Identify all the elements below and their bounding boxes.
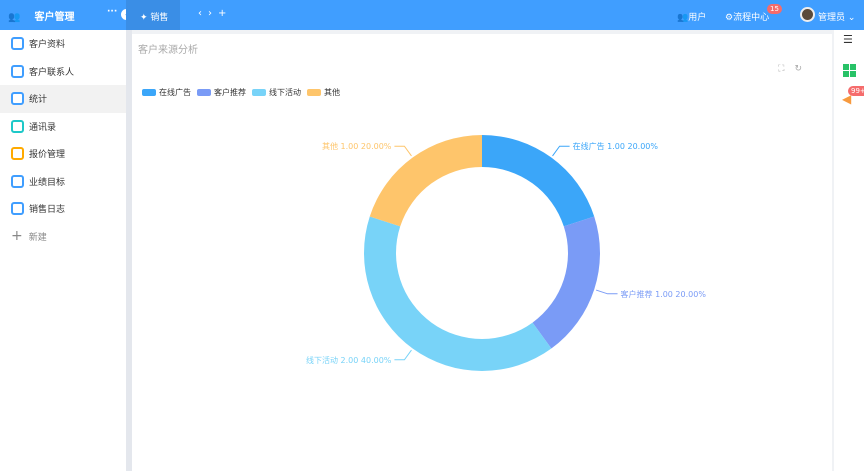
slice-label: 其他 1.00 20.00%: [322, 141, 392, 151]
sidebar-item-icon: [11, 37, 24, 51]
workflow-link[interactable]: ⚙流程中心: [725, 13, 770, 23]
splitter[interactable]: [126, 30, 132, 471]
sidebar-item-label: 报价管理: [29, 150, 66, 161]
sidebar-item-label: 客户联系人: [29, 67, 75, 78]
sidebar-item-icon: [11, 174, 24, 188]
donut-slice[interactable]: [532, 216, 600, 349]
notification-icon[interactable]: ◀: [842, 92, 852, 106]
label-line: [394, 349, 412, 361]
sidebar-item[interactable]: 客户联系人: [0, 58, 126, 86]
sidebar-item-icon: [11, 147, 24, 161]
legend-item[interactable]: 客户推荐: [197, 87, 246, 98]
legend-swatch: [142, 89, 156, 96]
avatar[interactable]: [800, 7, 815, 22]
chart-legend: 在线广告 客户推荐 线下活动 其他: [142, 87, 340, 98]
legend-swatch: [252, 89, 266, 96]
apps-grid-icon[interactable]: [843, 64, 856, 77]
app-title: 👥 客户管理: [8, 12, 75, 23]
admin-menu[interactable]: 管理员 ⌄: [818, 13, 856, 23]
sidebar-item[interactable]: 报价管理: [0, 140, 126, 168]
chart-title: 客户来源分析: [138, 45, 198, 56]
legend-item[interactable]: 在线广告: [142, 87, 191, 98]
slice-label: 线下活动 2.00 40.00%: [306, 355, 392, 365]
sidebar-item-label: 业绩目标: [29, 177, 66, 188]
more-icon[interactable]: ···: [107, 7, 118, 17]
sidebar-item-icon: [11, 92, 24, 106]
legend-item[interactable]: 其他: [307, 87, 340, 98]
legend-item[interactable]: 线下活动: [252, 87, 301, 98]
top-bar: 👥客户管理 ··· ‹ ✦ 销售 ‹›+ 👥用户 ⚙流程中心 15 管理员 ⌄: [0, 0, 864, 30]
right-toolbar: ☰ ◀ 99+: [834, 30, 864, 471]
plus-icon: +: [11, 228, 23, 245]
notification-badge: 99+: [848, 86, 864, 96]
sidebar-item[interactable]: 客户资料: [0, 30, 126, 58]
sidebar-item-icon: [11, 119, 24, 133]
sidebar-item[interactable]: 统计: [0, 85, 126, 113]
sidebar-item-icon: [11, 64, 24, 78]
sidebar-item[interactable]: 通讯录: [0, 113, 126, 141]
sidebar-item-label: 销售日志: [29, 205, 66, 216]
sidebar: 客户资料客户联系人统计通讯录报价管理业绩目标销售日志 + 新建: [0, 30, 126, 471]
chart-panel: 客户来源分析 ⛶↻ 在线广告 客户推荐 线下活动 其他 在线广告 1.00 20.00…: [132, 34, 832, 471]
sidebar-item-label: 统计: [29, 95, 48, 106]
sidebar-item-icon: [11, 202, 24, 216]
refresh-icon[interactable]: ↻: [794, 64, 812, 74]
sidebar-item[interactable]: 销售日志: [0, 195, 126, 223]
fullscreen-icon[interactable]: ⛶: [778, 64, 795, 74]
prev-icon[interactable]: ‹: [198, 8, 208, 19]
donut-slice[interactable]: [364, 216, 552, 371]
users-link[interactable]: 👥用户: [677, 13, 707, 23]
slice-label: 在线广告 1.00 20.00%: [573, 141, 659, 151]
menu-icon[interactable]: ☰: [843, 33, 853, 46]
tab-sales[interactable]: ✦ 销售: [126, 0, 180, 30]
legend-swatch: [307, 89, 321, 96]
donut-chart: 在线广告 1.00 20.00% 客户推荐 1.00 20.00% 线下活动 2.0…: [306, 135, 707, 371]
label-line: [552, 145, 570, 157]
label-line: [595, 289, 618, 295]
legend-swatch: [197, 89, 211, 96]
add-tab-icon[interactable]: +: [218, 8, 233, 19]
label-line: [394, 145, 412, 157]
sidebar-item[interactable]: 业绩目标: [0, 168, 126, 196]
sidebar-item-label: 通讯录: [29, 122, 57, 133]
sidebar-item-label: 客户资料: [29, 40, 66, 51]
slice-label: 客户推荐 1.00 20.00%: [621, 289, 707, 299]
new-item-button[interactable]: + 新建: [11, 228, 47, 245]
donut-slice[interactable]: [482, 135, 595, 227]
donut-slice[interactable]: [369, 135, 482, 227]
next-icon[interactable]: ›: [208, 8, 218, 19]
workflow-badge: 15: [767, 4, 782, 14]
